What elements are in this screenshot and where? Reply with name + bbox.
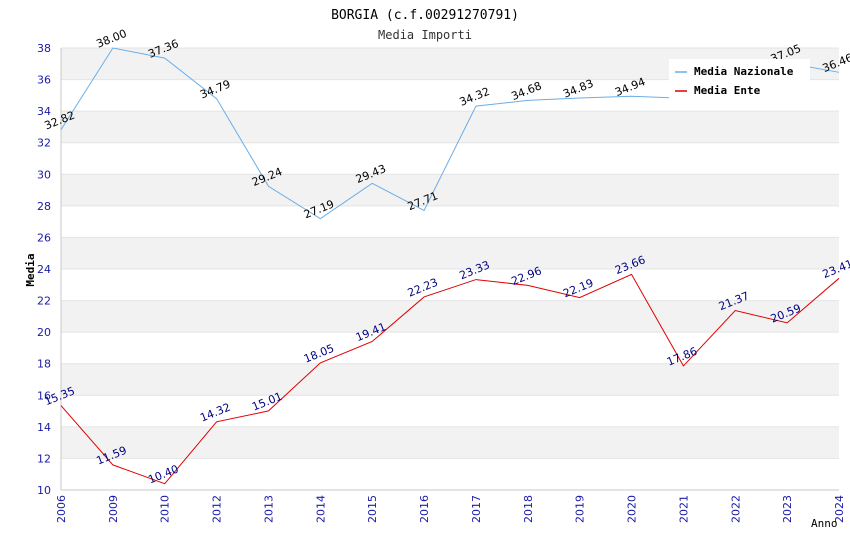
y-tick-label: 28: [37, 200, 51, 213]
x-axis-title: Anno: [811, 517, 838, 530]
grid-band: [61, 237, 839, 269]
y-axis-title: Media: [24, 253, 37, 286]
x-tick-label: 2009: [107, 495, 120, 523]
x-tick-label: 2022: [729, 495, 742, 523]
y-tick-label: 36: [37, 74, 51, 87]
y-tick-label: 38: [37, 42, 51, 55]
data-label-media-nazionale: 38.00: [95, 27, 129, 51]
grid-band: [61, 395, 839, 427]
grid-band: [61, 332, 839, 364]
y-axis: 10 12 14 16 18 20 22 24 26 28 30 32 34 36 38: [37, 42, 62, 497]
x-tick-label: 2023: [781, 495, 794, 523]
series-line-media-ente: [60, 273, 840, 485]
legend-label-media-nazionale: Media Nazionale: [694, 65, 794, 78]
y-tick-label: 20: [37, 326, 51, 339]
grid-band: [61, 174, 839, 206]
y-tick-label: 32: [37, 137, 51, 150]
y-tick-label: 26: [37, 231, 51, 244]
grid-band: [61, 300, 839, 333]
y-tick-label: 14: [37, 421, 51, 434]
x-tick-label: 2021: [677, 495, 690, 523]
chart-subtitle: Media Importi: [378, 28, 472, 42]
x-tick-label: 2018: [522, 495, 535, 523]
x-tick-label: 2017: [470, 495, 483, 523]
x-tick-label: 2010: [159, 495, 172, 523]
y-tick-label: 24: [37, 263, 51, 276]
grid-bands: [61, 47, 839, 491]
grid-band: [61, 458, 839, 490]
chart-title: BORGIA (c.f.00291270791): [331, 8, 519, 23]
grid-band: [61, 426, 839, 459]
y-tick-label: 10: [37, 484, 51, 497]
x-tick-label: 2016: [418, 495, 431, 523]
y-tick-label: 16: [37, 389, 51, 402]
legend-label-media-ente: Media Ente: [694, 84, 761, 97]
y-tick-label: 34: [37, 105, 51, 118]
legend: Media Nazionale Media Ente: [669, 59, 810, 102]
x-tick-label: 2015: [366, 495, 379, 523]
y-tick-label: 12: [37, 452, 51, 465]
y-tick-label: 18: [37, 358, 51, 371]
x-tick-label: 2014: [314, 495, 327, 523]
x-tick-label: 2020: [626, 495, 639, 523]
grid-band: [61, 269, 839, 301]
x-axis: 2006 2009 2010 2012 2013 2014 2015 2016 2017 2018…: [55, 489, 846, 523]
y-tick-label: 22: [37, 295, 51, 308]
x-tick-label: 2019: [574, 495, 587, 523]
x-tick-label: 2013: [262, 495, 275, 523]
x-tick-label: 2012: [211, 495, 224, 523]
grid-band: [61, 205, 839, 238]
legend-box: [669, 59, 810, 102]
x-tick-label: 2006: [55, 495, 68, 523]
grid-band: [61, 363, 839, 396]
grid-band: [61, 111, 839, 143]
x-tick-label: 2024: [833, 495, 846, 523]
y-tick-label: 30: [37, 168, 51, 181]
